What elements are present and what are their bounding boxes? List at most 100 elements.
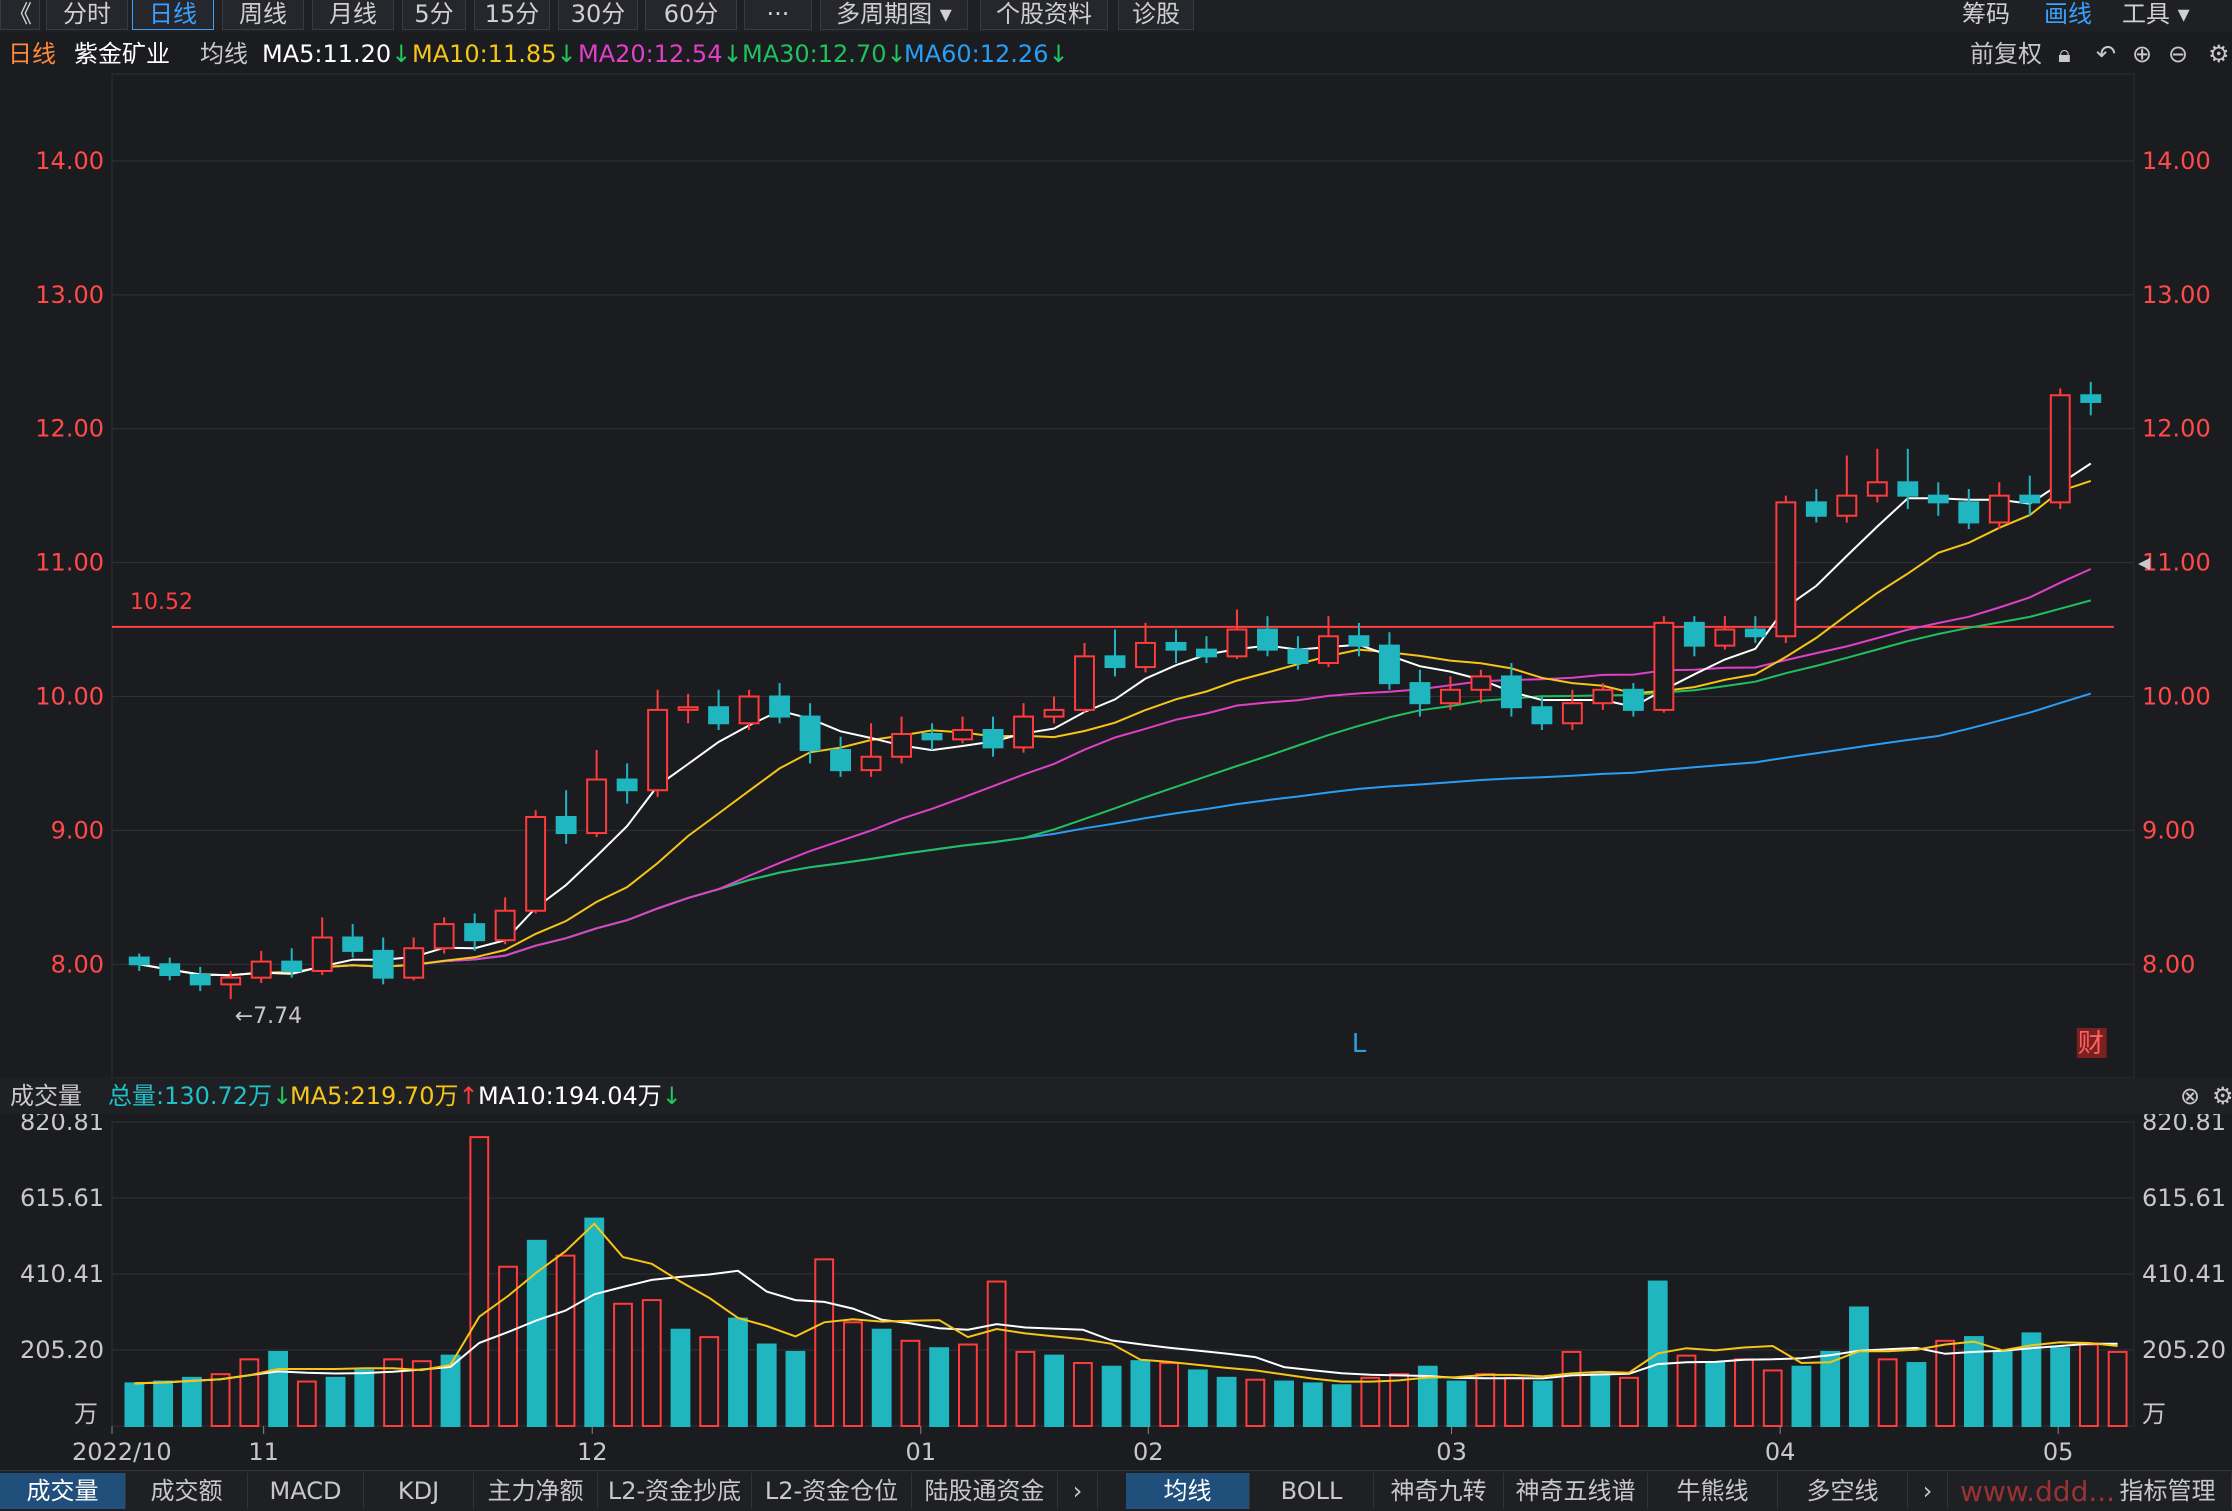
indicator-tab-4[interactable]: 主力净额 [474, 1473, 598, 1509]
overlay-tab-4[interactable]: 牛熊线 [1648, 1473, 1778, 1509]
candle-body [1074, 655, 1095, 711]
candle-body [494, 909, 516, 942]
volume-bar [239, 1358, 260, 1428]
overlay-tab-1[interactable]: BOLL [1250, 1473, 1374, 1509]
close-icon[interactable]: ⊗ [2180, 1082, 2201, 1110]
extreme-label: ←7.74 [235, 1004, 302, 1029]
volume-bar [699, 1336, 720, 1427]
indicator-tab-6[interactable]: L2-资金仓位 [752, 1473, 912, 1509]
ma-header: 日线 紫金矿业 均线 MA5:11.20↓ MA10:11.85↓ MA20:1… [0, 36, 2232, 72]
overlay-scroll-icon[interactable]: › [1908, 1473, 1948, 1509]
tab-2[interactable]: 周线 [222, 0, 304, 30]
candle-body [159, 963, 181, 976]
toolbar-right-2[interactable]: 工具 ▾ [2122, 0, 2190, 28]
tab-8[interactable]: ··· [744, 0, 812, 30]
x-tick-label: 11 [248, 1438, 279, 1466]
candle-body [647, 708, 669, 792]
back-button[interactable]: 《 [0, 0, 40, 30]
candle-body [555, 816, 577, 835]
scroll-right-icon[interactable]: › [1058, 1473, 1098, 1509]
volume-tick-left: 410.41 [20, 1260, 104, 1288]
overlay-tab-2[interactable]: 神奇九转 [1374, 1473, 1504, 1509]
toolbar-right-1[interactable]: 画线 [2044, 0, 2092, 28]
volume-bar [1187, 1369, 1208, 1428]
volume-tick-right: 820.81 [2142, 1114, 2226, 1136]
overlay-tab-3[interactable]: 神奇五线谱 [1504, 1473, 1648, 1509]
toolbar-right-0[interactable]: 筹码 [1962, 0, 2010, 28]
candle-body [250, 960, 272, 979]
tab-10[interactable]: 个股资料 [980, 0, 1108, 30]
volume-bar [2078, 1343, 2099, 1428]
tab-4[interactable]: 5分 [402, 0, 466, 30]
indicator-manage-button[interactable]: 指标管理 [2104, 1473, 2232, 1509]
candle-body [1378, 644, 1400, 685]
candle-body [189, 973, 211, 986]
volume-total: 总量:130.72万↓ [108, 1082, 293, 1110]
overlay-tab-5[interactable]: 多空线 [1778, 1473, 1908, 1509]
indicator-tab-0[interactable]: 成交量 [0, 1473, 126, 1509]
zoom-out-icon[interactable]: ⊖ [2168, 40, 2189, 68]
tab-0[interactable]: 分时 [46, 0, 128, 30]
tab-1[interactable]: 日线 [132, 0, 214, 30]
ma20-value: MA20:12.54↓ [578, 40, 743, 68]
volume-bar [1044, 1354, 1065, 1428]
tab-6[interactable]: 30分 [558, 0, 638, 30]
candle-body [1653, 621, 1675, 711]
indicator-tab-5[interactable]: L2-资金抄底 [598, 1473, 752, 1509]
volume-bar [1159, 1362, 1180, 1428]
plot-frame [111, 73, 2135, 1078]
candle-body [1866, 481, 1888, 497]
tab-3[interactable]: 月线 [312, 0, 394, 30]
candle-body [1897, 481, 1919, 497]
indicator-tab-3[interactable]: KDJ [364, 1473, 474, 1509]
candle-body [769, 695, 791, 718]
ma60-line [139, 692, 2092, 977]
zoom-in-icon[interactable]: ⊕ [2132, 40, 2153, 68]
ma5-value: MA5:11.20↓ [262, 40, 412, 68]
volume-bar [986, 1280, 1007, 1427]
volume-chart[interactable]: 820.81 820.81 615.61 615.61 410.41 410.41 205.… [0, 1114, 2232, 1470]
volume-bar [1935, 1339, 1956, 1428]
volume-tick-right: 205.20 [2142, 1336, 2226, 1364]
volume-bar [411, 1360, 432, 1427]
chart-marker: L [1352, 1029, 1367, 1059]
tab-9[interactable]: 多周期图 ▾ [820, 0, 968, 30]
indicator-tab-2[interactable]: MACD [248, 1473, 364, 1509]
x-tick-label: 2022/10 [72, 1438, 172, 1466]
candle-body [1744, 628, 1766, 638]
settings-icon[interactable]: ⚙ [2208, 40, 2230, 68]
y-tick-left: 14.00 [35, 147, 104, 175]
volume-bar [1820, 1350, 1841, 1428]
last-price-pointer [2138, 557, 2150, 570]
indicator-tab-7[interactable]: 陆股通资金 [912, 1473, 1058, 1509]
overlay-tab-0[interactable]: 均线 [1126, 1473, 1250, 1509]
y-tick-left: 10.00 [35, 683, 104, 711]
volume-tick-left: 820.81 [20, 1114, 104, 1136]
adjust-label[interactable]: 前复权 [1970, 40, 2042, 68]
candle-body [220, 976, 242, 986]
stock-name: 紫金矿业 [74, 40, 170, 68]
undo-icon[interactable]: ↶ [2096, 40, 2117, 68]
indicator-tab-1[interactable]: 成交额 [126, 1473, 248, 1509]
volume-bar [383, 1358, 403, 1428]
volume-bar [958, 1343, 978, 1428]
candle-body [952, 728, 973, 741]
y-tick-right: 13.00 [2142, 281, 2211, 309]
volume-bar [1216, 1376, 1237, 1428]
volume-bar [584, 1217, 605, 1427]
volume-bar [1532, 1380, 1553, 1427]
tab-11[interactable]: 诊股 [1118, 0, 1194, 30]
candle-body [891, 732, 913, 758]
price-chart[interactable]: 14.00 14.00 13.00 13.00 12.00 12.00 11.00 11.00… [0, 72, 2232, 1078]
volume-title: 成交量 [10, 1082, 82, 1110]
lock-icon[interactable]: 🔒︎ [2058, 40, 2071, 68]
tab-5[interactable]: 15分 [474, 0, 550, 30]
volume-bar [1101, 1365, 1122, 1427]
volume-bar [1446, 1380, 1467, 1427]
tab-7[interactable]: 60分 [645, 0, 737, 30]
volume-settings-icon[interactable]: ⚙ [2212, 1082, 2232, 1110]
ma5-line [139, 462, 2092, 977]
candle-body [1165, 641, 1187, 651]
volume-bar [354, 1369, 375, 1428]
candle-body [464, 923, 486, 942]
